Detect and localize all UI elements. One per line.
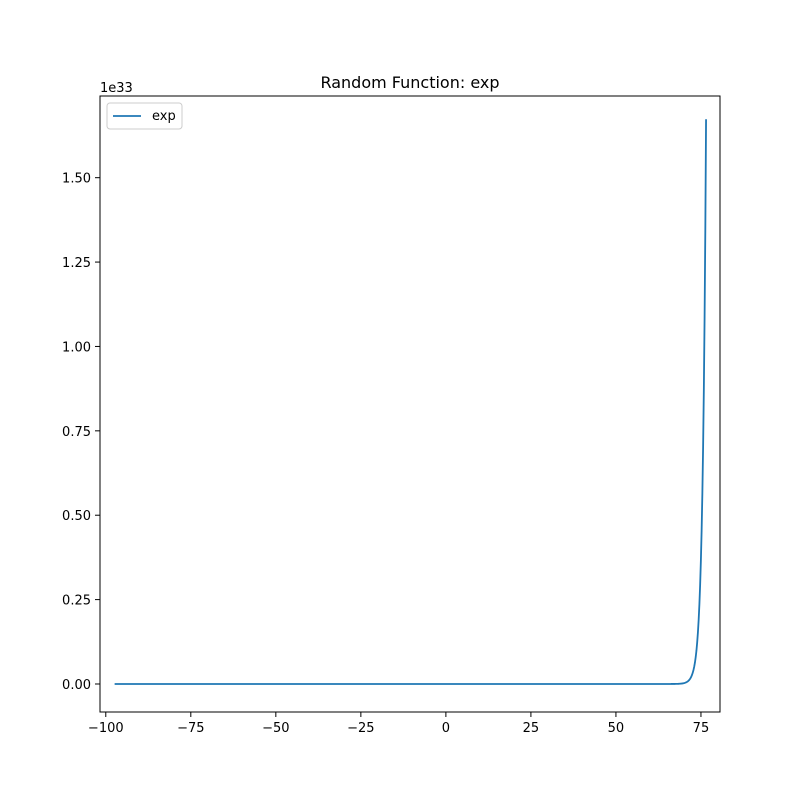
x-tick-label: −100 [88,721,124,736]
x-tick-label: 0 [442,721,450,736]
x-tick-label: −50 [262,721,289,736]
x-tick-label: −75 [177,721,204,736]
x-axis-ticks: −100 −75 −50 −25 0 25 50 75 [88,712,709,736]
x-tick-label: 50 [608,721,625,736]
y-tick-label: 1.50 [62,172,91,187]
x-tick-label: 75 [693,721,710,736]
y-tick-label: 1.00 [62,340,91,355]
y-tick-label: 0.75 [62,425,91,440]
y-tick-label: 0.25 [62,594,91,609]
y-tick-label: 0.50 [62,509,91,524]
y-offset-label: 1e33 [100,81,133,96]
y-tick-label: 0.00 [62,678,91,693]
series-line-exp [114,119,707,685]
y-axis-ticks: 0.00 0.25 0.50 0.75 1.00 1.25 1.50 [62,172,100,693]
plot-area [100,96,720,712]
chart-title: Random Function: exp [320,73,499,92]
plot-frame [99,95,721,713]
x-tick-label: −25 [347,721,374,736]
legend: exp [106,102,183,130]
y-tick-label: 1.25 [62,256,91,271]
legend-label-exp: exp [152,109,176,124]
x-tick-label: 25 [523,721,540,736]
legend-box [106,102,183,130]
